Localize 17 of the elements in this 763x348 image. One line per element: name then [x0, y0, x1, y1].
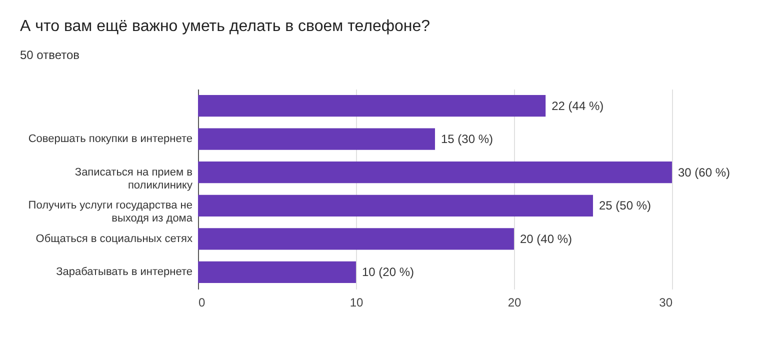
- chart-title: А что вам ещё важно уметь делать в своем телефоне?: [20, 18, 430, 35]
- y-tick-label: Зарабатывать в интернете: [56, 266, 192, 278]
- y-tick-label: Получить услуги государства не выходя из дома: [28, 200, 194, 225]
- text: 50 ответов: [20, 48, 80, 62]
- data-label: 10 (20 %): [362, 265, 414, 280]
- x-tick-label: 20: [508, 296, 522, 310]
- data-label: 25 (50 %): [599, 198, 652, 213]
- data-label: 22 (44 %): [552, 98, 604, 113]
- data-label: 15 (30 %): [441, 132, 494, 146]
- x-tick-label: 30: [659, 296, 673, 310]
- data-label: 30 (60 %): [678, 165, 730, 180]
- x-tick-label: 0: [198, 296, 206, 310]
- y-tick-label: Записаться на прием в поликлинику: [74, 166, 193, 192]
- y-tick-label: Общаться в социальных сетях: [36, 232, 193, 245]
- data-label: 20 (40 %): [520, 232, 572, 246]
- x-tick-label: 10: [350, 296, 364, 310]
- y-tick-label: Совершать покупки в интернете: [28, 133, 192, 146]
